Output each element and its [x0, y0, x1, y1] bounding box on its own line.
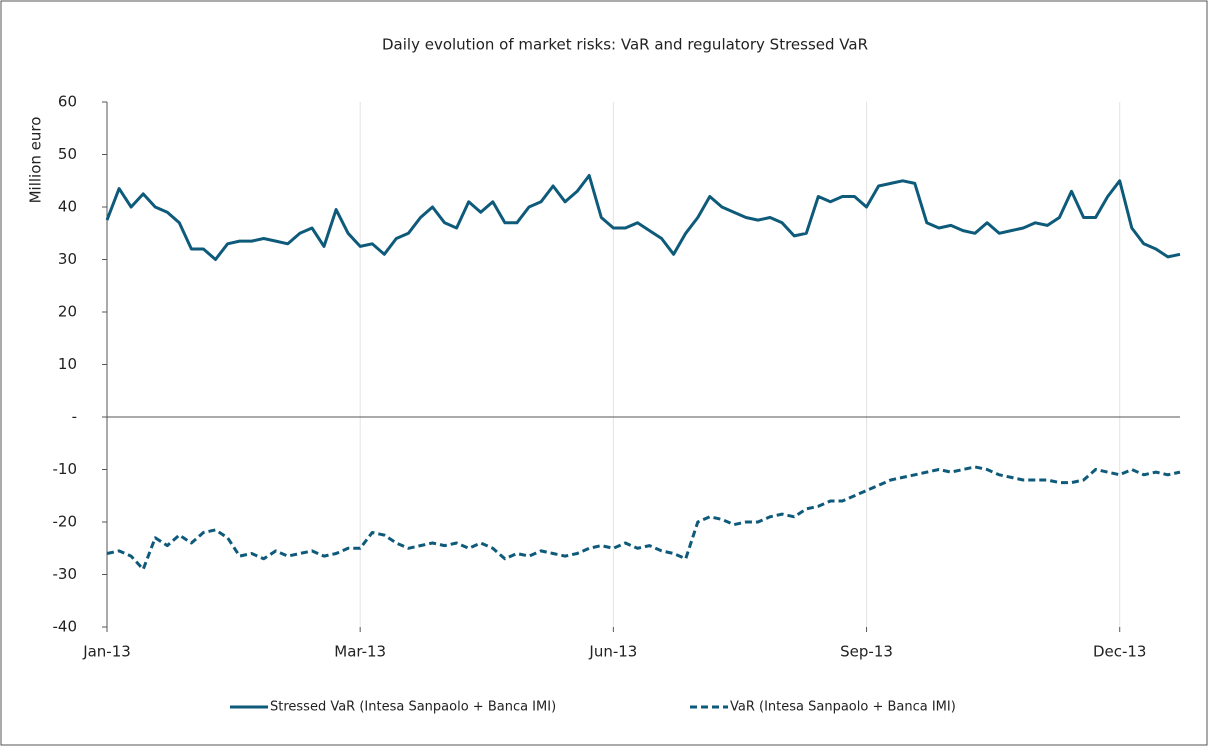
y-tick-label: 20	[58, 303, 77, 321]
y-tick-label: -30	[53, 565, 78, 583]
y-tick-label: -10	[53, 460, 78, 478]
y-tick-label: 50	[58, 145, 77, 163]
y-tick-label: -20	[53, 513, 78, 531]
chart-title: Daily evolution of market risks: VaR and…	[382, 36, 868, 54]
y-tick-label: -	[72, 408, 77, 426]
x-tick-label: Sep-13	[840, 643, 893, 661]
x-tick-label: Jan-13	[82, 643, 131, 661]
y-axis-label: Million euro	[27, 117, 45, 204]
series-line	[105, 174, 1181, 261]
y-tick-label: 40	[58, 198, 77, 216]
y-tick-label: -40	[53, 618, 78, 636]
x-tick-label: Mar-13	[334, 643, 386, 661]
legend-label: Stressed VaR (Intesa Sanpaolo + Banca IM…	[270, 700, 556, 715]
legend-label: VaR (Intesa Sanpaolo + Banca IMI)	[730, 700, 956, 715]
series-line	[106, 465, 1181, 571]
y-tick-label: 10	[58, 355, 77, 373]
y-tick-label: 60	[58, 93, 77, 111]
x-tick-label: Dec-13	[1093, 643, 1147, 661]
y-tick-label: 30	[58, 250, 77, 268]
x-tick-label: Jun-13	[588, 643, 637, 661]
